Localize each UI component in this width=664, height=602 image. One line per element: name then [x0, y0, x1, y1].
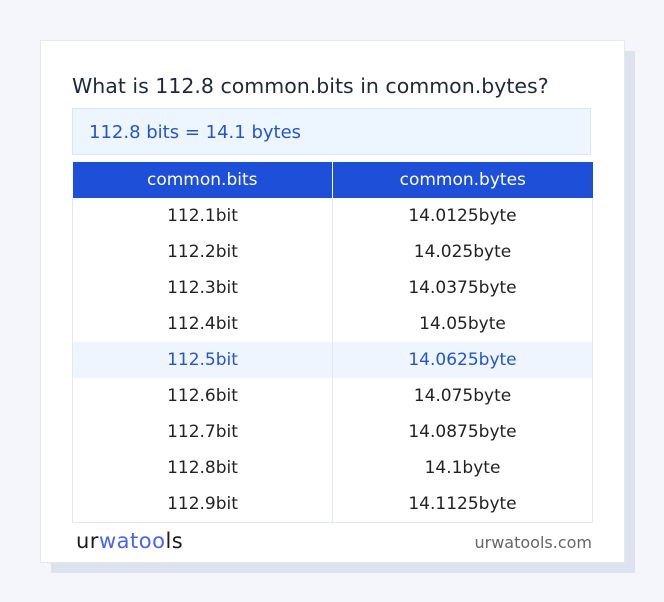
- table-row: 112.9bit 14.1125byte: [72, 486, 593, 523]
- bits-cell: 112.3bit: [72, 270, 333, 306]
- urwatools-logo: urwatools: [76, 529, 183, 553]
- table-row: 112.7bit 14.0875byte: [72, 414, 593, 450]
- bits-cell: 112.8bit: [72, 450, 333, 486]
- logo-text-end: ls: [165, 529, 184, 553]
- logo-text-accent: watoo: [98, 529, 166, 553]
- bytes-cell: 14.05byte: [332, 306, 593, 342]
- bytes-cell: 14.0875byte: [332, 414, 593, 450]
- bytes-cell: 14.025byte: [332, 234, 593, 270]
- table-row: 112.8bit 14.1byte: [72, 450, 593, 486]
- bits-cell: 112.6bit: [72, 378, 333, 414]
- bits-cell: 112.2bit: [72, 234, 333, 270]
- bytes-cell: 14.0125byte: [332, 198, 593, 234]
- bytes-cell: 14.075byte: [332, 378, 593, 414]
- table-row: 112.5bit 14.0625byte: [72, 342, 593, 378]
- bytes-cell: 14.1byte: [332, 450, 593, 486]
- conversion-table: common.bits common.bytes 112.1bit 14.0125…: [72, 162, 593, 523]
- site-link[interactable]: urwatools.com: [474, 533, 593, 552]
- bits-cell: 112.9bit: [72, 486, 333, 523]
- bytes-cell: 14.0375byte: [332, 270, 593, 306]
- bytes-cell: 14.0625byte: [332, 342, 593, 378]
- bits-cell: 112.7bit: [72, 414, 333, 450]
- bytes-cell: 14.1125byte: [332, 486, 593, 523]
- logo-text: ur: [76, 529, 99, 553]
- bits-cell: 112.4bit: [72, 306, 333, 342]
- column-header-bytes: common.bytes: [332, 162, 593, 198]
- conversion-result: 112.8 bits = 14.1 bytes: [72, 108, 591, 155]
- table-row: 112.6bit 14.075byte: [72, 378, 593, 414]
- table-row: 112.1bit 14.0125byte: [72, 198, 593, 234]
- column-header-bits: common.bits: [72, 162, 333, 198]
- page-title: What is 112.8 common.bits in common.byte…: [72, 74, 549, 98]
- table-row: 112.3bit 14.0375byte: [72, 270, 593, 306]
- bits-cell: 112.5bit: [72, 342, 333, 378]
- bits-cell: 112.1bit: [72, 198, 333, 234]
- table-row: 112.2bit 14.025byte: [72, 234, 593, 270]
- conversion-card: What is 112.8 common.bits in common.byte…: [40, 40, 625, 563]
- table-row: 112.4bit 14.05byte: [72, 306, 593, 342]
